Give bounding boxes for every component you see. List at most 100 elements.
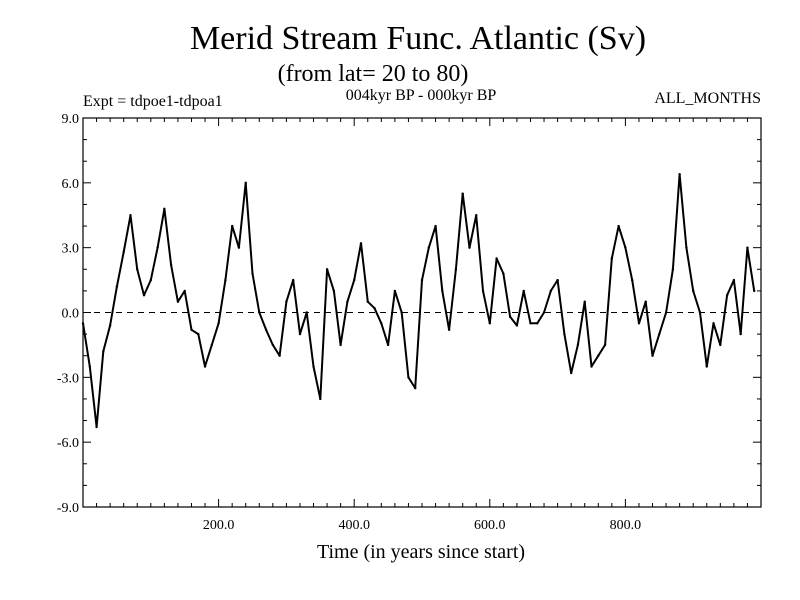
data-point bbox=[624, 246, 627, 249]
data-point bbox=[251, 272, 254, 275]
data-point bbox=[719, 343, 722, 347]
data-point bbox=[271, 343, 275, 347]
data-point bbox=[264, 328, 268, 331]
y-tick-label: -3.0 bbox=[57, 371, 79, 386]
data-point bbox=[461, 192, 464, 195]
data-point bbox=[427, 246, 430, 249]
x-tick-label: 200.0 bbox=[203, 518, 235, 533]
data-point bbox=[400, 311, 403, 314]
data-point bbox=[230, 224, 234, 228]
data-point bbox=[285, 300, 288, 303]
data-point bbox=[244, 181, 247, 185]
data-point bbox=[393, 289, 397, 293]
data-point bbox=[319, 397, 322, 401]
data-point bbox=[685, 246, 688, 249]
data-point bbox=[502, 272, 505, 275]
data-point bbox=[156, 246, 159, 249]
data-point bbox=[651, 354, 654, 357]
data-point bbox=[515, 324, 519, 327]
x-axis-label: Time (in years since start) bbox=[317, 541, 525, 563]
data-point bbox=[312, 365, 315, 368]
data-point bbox=[115, 285, 119, 288]
data-point bbox=[149, 278, 152, 282]
series-line bbox=[82, 173, 756, 428]
data-point bbox=[332, 289, 336, 293]
data-point bbox=[698, 311, 702, 314]
data-point bbox=[441, 289, 444, 293]
data-point bbox=[95, 425, 98, 429]
series-points bbox=[81, 172, 756, 429]
data-point bbox=[203, 365, 207, 368]
data-point bbox=[454, 268, 458, 271]
data-point bbox=[88, 365, 91, 368]
data-point bbox=[597, 354, 600, 357]
data-point bbox=[258, 311, 261, 314]
data-point bbox=[163, 207, 166, 210]
data-point bbox=[549, 289, 553, 293]
data-point bbox=[556, 278, 559, 282]
data-point bbox=[610, 257, 614, 260]
data-point bbox=[407, 376, 410, 379]
data-point bbox=[353, 278, 356, 282]
data-point bbox=[536, 322, 539, 325]
x-axis: 200.0 400.0 600.0 800.0 bbox=[96, 118, 748, 533]
data-point bbox=[488, 322, 491, 325]
data-point bbox=[102, 350, 105, 353]
data-point bbox=[637, 322, 641, 325]
data-point bbox=[359, 242, 363, 245]
data-point bbox=[583, 300, 586, 303]
chart-title: Merid Stream Func. Atlantic (Sv) bbox=[190, 20, 646, 57]
data-point bbox=[664, 311, 668, 314]
data-point bbox=[603, 343, 607, 347]
data-point bbox=[298, 332, 302, 336]
data-point bbox=[508, 315, 512, 319]
data-point bbox=[197, 332, 200, 336]
data-point bbox=[380, 322, 383, 325]
y-tick-label: 9.0 bbox=[62, 112, 80, 127]
data-point bbox=[224, 278, 227, 282]
y-axis: -9.0 -6.0 -3.0 0.0 3.0 6.0 9.0 bbox=[57, 112, 761, 516]
data-point bbox=[291, 278, 295, 282]
data-point bbox=[366, 300, 369, 303]
data-point bbox=[278, 354, 281, 357]
data-point bbox=[169, 263, 173, 267]
period-label: 004kyr BP - 000kyr BP bbox=[346, 87, 497, 104]
data-point bbox=[108, 324, 112, 327]
y-tick-label: 6.0 bbox=[62, 177, 80, 192]
data-point bbox=[563, 332, 566, 336]
data-point bbox=[129, 214, 132, 217]
data-point bbox=[671, 268, 675, 271]
data-point bbox=[630, 278, 634, 282]
data-point bbox=[644, 300, 647, 303]
data-point bbox=[658, 332, 661, 336]
data-point bbox=[142, 294, 146, 297]
data-point bbox=[434, 224, 437, 228]
data-point bbox=[569, 371, 573, 375]
data-point bbox=[414, 386, 417, 390]
data-point bbox=[576, 343, 580, 347]
data-point bbox=[529, 322, 532, 325]
data-point bbox=[176, 300, 180, 303]
y-tick-label: -6.0 bbox=[57, 436, 79, 451]
y-tick-label: 3.0 bbox=[62, 242, 80, 257]
data-point bbox=[373, 306, 376, 310]
x-tick-label: 800.0 bbox=[610, 518, 642, 533]
data-point bbox=[522, 289, 525, 293]
data-point bbox=[346, 300, 349, 303]
data-point bbox=[447, 328, 451, 331]
data-point bbox=[136, 268, 139, 271]
data-point bbox=[190, 328, 193, 331]
data-point bbox=[590, 365, 593, 368]
y-tick-label: -9.0 bbox=[57, 501, 79, 516]
data-point bbox=[305, 311, 308, 314]
data-point bbox=[481, 289, 485, 293]
data-point bbox=[325, 268, 329, 271]
data-point bbox=[122, 250, 125, 254]
data-point bbox=[732, 278, 736, 282]
months-label: ALL_MONTHS bbox=[654, 90, 761, 107]
data-point bbox=[183, 289, 186, 293]
data-point bbox=[739, 332, 742, 336]
data-point bbox=[746, 246, 749, 249]
data-point bbox=[542, 311, 546, 314]
